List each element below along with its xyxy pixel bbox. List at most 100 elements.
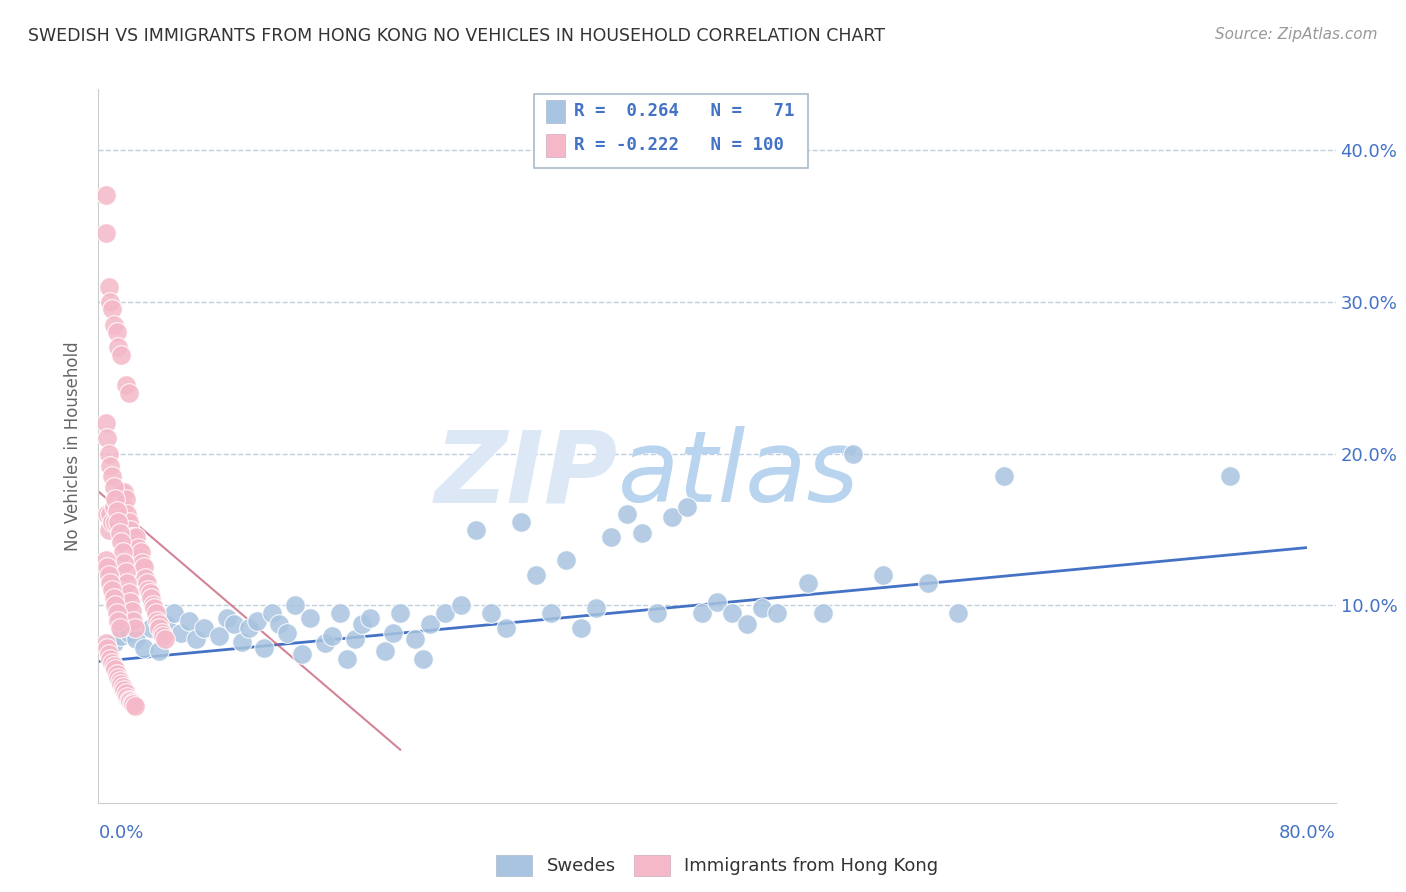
Point	[120, 595, 142, 609]
Point	[291, 647, 314, 661]
Point	[132, 560, 155, 574]
Point	[120, 523, 142, 537]
Y-axis label: No Vehicles in Household: No Vehicles in Household	[65, 341, 83, 551]
Point	[122, 697, 145, 711]
Point	[98, 447, 121, 461]
Point	[434, 606, 457, 620]
Point	[155, 616, 177, 631]
Point	[105, 504, 128, 518]
Point	[107, 340, 129, 354]
Point	[128, 549, 150, 564]
Point	[148, 644, 170, 658]
Point	[253, 640, 276, 655]
Point	[122, 614, 145, 628]
Point	[114, 565, 136, 579]
Point	[125, 632, 148, 646]
Point	[690, 606, 713, 620]
Point	[269, 616, 291, 631]
Point	[100, 651, 122, 665]
Point	[103, 318, 125, 332]
Point	[170, 625, 193, 640]
Point	[108, 508, 131, 522]
Point	[150, 625, 173, 640]
Point	[104, 492, 127, 507]
Point	[246, 614, 269, 628]
Point	[121, 605, 143, 619]
Point	[751, 601, 773, 615]
Point	[495, 621, 517, 635]
Text: SWEDISH VS IMMIGRANTS FROM HONG KONG NO VEHICLES IN HOUSEHOLD CORRELATION CHART: SWEDISH VS IMMIGRANTS FROM HONG KONG NO …	[28, 27, 886, 45]
Text: 80.0%: 80.0%	[1279, 824, 1336, 842]
Point	[917, 575, 939, 590]
Text: 0.0%: 0.0%	[98, 824, 143, 842]
Point	[94, 636, 117, 650]
Point	[540, 606, 562, 620]
Point	[238, 621, 260, 635]
Point	[314, 636, 336, 650]
Point	[645, 606, 668, 620]
Point	[389, 606, 412, 620]
Point	[231, 635, 253, 649]
Point	[321, 629, 343, 643]
Point	[115, 575, 138, 590]
Point	[108, 674, 131, 689]
Point	[117, 515, 139, 529]
Point	[1219, 469, 1241, 483]
Point	[117, 692, 139, 706]
Point	[145, 606, 167, 620]
Point	[103, 659, 125, 673]
Point	[142, 599, 165, 613]
Point	[124, 621, 146, 635]
Point	[96, 640, 118, 655]
Point	[103, 480, 125, 494]
Point	[479, 606, 502, 620]
Point	[796, 575, 818, 590]
Point	[98, 279, 121, 293]
Point	[112, 484, 135, 499]
Point	[993, 469, 1015, 483]
Point	[124, 698, 146, 713]
Point	[766, 606, 789, 620]
Point	[706, 595, 728, 609]
Point	[114, 492, 136, 507]
Point	[110, 534, 132, 549]
Point	[94, 227, 117, 241]
Point	[94, 188, 117, 202]
Point	[101, 302, 124, 317]
Point	[104, 515, 127, 529]
Point	[100, 294, 122, 309]
Point	[132, 640, 155, 655]
Point	[450, 599, 472, 613]
Point	[464, 523, 486, 537]
Point	[117, 625, 139, 640]
Point	[284, 599, 307, 613]
Point	[948, 606, 970, 620]
Point	[135, 575, 157, 590]
Point	[100, 508, 122, 522]
Point	[115, 508, 138, 522]
Point	[193, 621, 215, 635]
Point	[96, 431, 118, 445]
Point	[100, 458, 122, 473]
Point	[329, 606, 352, 620]
Point	[676, 500, 699, 514]
Point	[298, 610, 321, 624]
Point	[374, 644, 396, 658]
Point	[117, 385, 139, 400]
Point	[105, 666, 128, 681]
Point	[94, 416, 117, 430]
Point	[104, 599, 127, 613]
Point	[101, 469, 124, 483]
Point	[107, 515, 129, 529]
Point	[141, 621, 163, 635]
Legend: Swedes, Immigrants from Hong Kong: Swedes, Immigrants from Hong Kong	[489, 847, 945, 883]
Point	[98, 568, 121, 582]
Point	[509, 515, 531, 529]
Point	[146, 614, 169, 628]
Point	[121, 696, 143, 710]
Point	[163, 606, 186, 620]
Point	[419, 616, 441, 631]
Point	[101, 515, 124, 529]
Point	[134, 571, 156, 585]
Point	[112, 556, 135, 570]
